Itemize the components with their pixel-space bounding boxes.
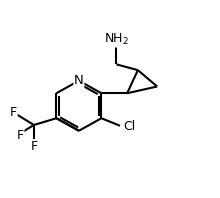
Text: Cl: Cl: [123, 120, 135, 133]
Text: NH$_2$: NH$_2$: [104, 32, 129, 47]
Text: N: N: [74, 74, 84, 87]
Text: F: F: [10, 106, 17, 119]
Text: F: F: [30, 140, 37, 153]
Text: F: F: [17, 129, 24, 142]
